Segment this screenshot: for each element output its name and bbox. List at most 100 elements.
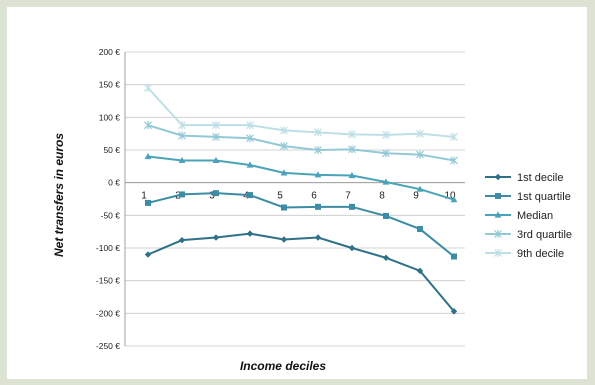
data-point [246,121,254,130]
data-point [144,152,152,160]
legend-label: Median [517,210,553,222]
data-point [416,267,424,275]
data-point [179,191,185,198]
data-point [382,178,390,185]
data-point [281,204,287,211]
series-line [147,192,455,258]
y-tick-label: -100 € [96,243,120,253]
series-1st-quartile [145,190,457,260]
data-point [280,142,288,151]
data-point [450,196,458,203]
x-tick-label: 5 [277,191,283,202]
data-point [314,234,322,241]
y-tick-label: -250 € [96,341,120,351]
y-tick-label: 150 € [99,80,121,90]
y-tick-label: 50 € [103,145,120,155]
x-tick-label: 10 [444,191,456,202]
data-point [383,212,389,219]
data-point [144,251,152,258]
data-point [314,171,322,178]
x-tick-label: 8 [379,191,385,202]
y-tick-label: -200 € [96,308,120,318]
gridlines [125,51,465,347]
data-point [450,308,458,315]
legend-item: 1st decile [485,172,563,184]
data-point [314,146,322,154]
data-point [495,193,501,199]
data-point [280,169,288,176]
data-point [144,83,152,92]
data-point [145,199,151,206]
data-point [178,121,186,130]
x-tick-label: 1 [141,191,147,202]
legend-label: 1st quartile [517,191,571,203]
data-point [315,203,321,210]
data-point [280,126,288,135]
legend-item: 1st quartile [485,191,571,203]
legend: 1st decile 1st quartile Median 3rd quartile… [485,172,572,260]
data-point [178,236,186,244]
x-axis-title: Income deciles [240,359,326,373]
data-point [494,173,502,181]
legend-label: 9th decile [517,248,564,260]
data-point [213,190,219,197]
x-tick-label: 3 [209,191,215,202]
data-point [212,121,220,130]
series-3rd-quartile [144,121,458,165]
data-point [246,134,254,143]
data-point [416,185,424,192]
data-point [314,128,322,137]
data-point [178,131,186,140]
x-tick-label: 7 [345,191,351,202]
series-group [144,83,458,315]
data-point [212,234,220,241]
data-point [348,244,356,252]
data-point [348,130,356,139]
data-point [417,226,423,233]
data-point [246,161,254,168]
x-tick-label: 6 [311,191,317,202]
y-tick-label: -50 € [101,210,121,220]
data-point [416,150,424,159]
legend-item: 9th decile [485,248,564,260]
y-axis: 200 € 150 € 100 € 50 € 0 € -50 € -100 € -150 € -… [96,47,126,351]
data-point [247,192,253,199]
data-point [246,230,254,237]
series-median [144,152,458,203]
legend-label: 3rd quartile [517,229,572,241]
line-chart: 200 € 150 € 100 € 50 € 0 € -50 € -100 € -150 € -… [52,47,572,373]
data-point [212,156,220,164]
data-point [280,236,288,243]
data-point [144,121,152,130]
data-point [178,156,186,164]
y-axis-title: Net transfers in euros [52,133,66,257]
data-point [348,145,356,154]
data-point [212,132,220,141]
y-tick-label: 200 € [99,47,121,57]
x-tick-label: 9 [413,191,419,202]
y-tick-label: -150 € [96,276,120,286]
data-point [494,211,502,218]
data-point [349,203,355,210]
y-tick-label: 0 € [108,178,120,188]
series-line [147,87,455,138]
data-point [450,132,458,141]
data-point [382,254,390,261]
legend-label: 1st decile [517,172,563,184]
data-point [348,171,356,179]
data-point [451,253,457,260]
series-9th-decile [144,83,458,141]
data-point [382,130,390,139]
series-line [147,232,455,313]
legend-item: Median [485,210,553,222]
series-1st-decile [144,230,458,315]
series-line [147,124,455,162]
x-axis-labels: 1 2 3 4 5 6 7 8 9 10 [141,191,456,202]
data-point [416,129,424,138]
legend-item: 3rd quartile [485,229,572,241]
y-tick-label: 100 € [99,112,121,122]
x-tick-label: 4 [243,191,249,202]
data-point [494,230,502,238]
series-line [147,155,455,201]
data-point [382,149,390,158]
